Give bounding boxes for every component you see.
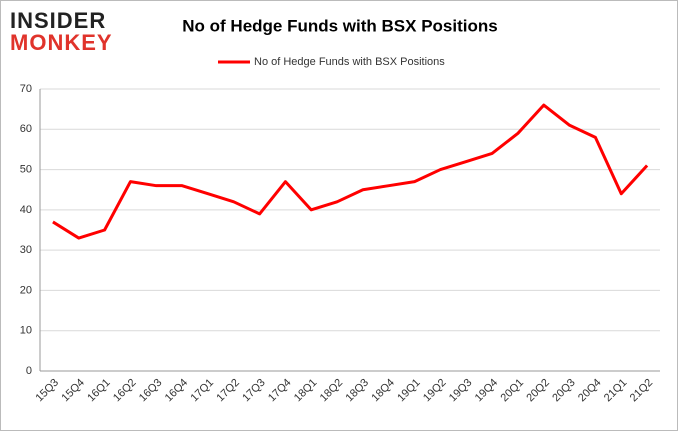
y-tick-label: 50 — [20, 163, 32, 175]
line-series — [52, 103, 649, 240]
y-tick-label: 70 — [20, 83, 32, 95]
y-tick-label: 10 — [20, 325, 32, 337]
y-tick-label: 30 — [20, 244, 32, 256]
y-tick-label: 20 — [20, 284, 32, 296]
logo-line2: MONKEY — [10, 30, 113, 55]
chart-title: No of Hedge Funds with BSX Positions — [182, 16, 497, 35]
y-tick-label: 60 — [20, 123, 32, 135]
y-tick-label: 40 — [20, 204, 32, 216]
legend-label: No of Hedge Funds with BSX Positions — [254, 56, 445, 68]
logo-line1: INSIDER — [10, 8, 106, 33]
y-tick-label: 0 — [26, 365, 32, 377]
